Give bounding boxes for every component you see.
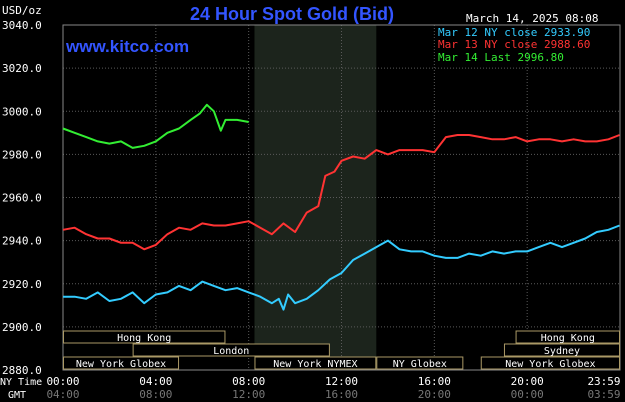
gmt-time-tick: 12:00 [232,388,265,401]
legend-item-mar13: Mar 13 NY close 2988.60 [438,38,590,51]
market-session-label: New York Globex [505,359,595,370]
market-session-label: New York NYMEX [273,359,357,370]
market-session-bar [503,343,621,357]
ny-time-tick: 08:00 [232,375,265,388]
chart-title: 24 Hour Spot Gold (Bid) [190,4,394,24]
y-tick-label: 3040.0 [2,19,42,32]
series-line-1 [63,224,620,311]
axis-layer: 3040.0 3020.0 3000.0 2980.0 2960.0 2940.0 2920… [2,19,621,401]
legend-item-mar12: Mar 12 NY close 2933.90 [438,26,590,39]
series-layer [62,103,620,311]
y-tick-label: 3020.0 [2,62,42,75]
ny-time-tick: 00:00 [46,375,79,388]
market-session-bar [254,356,377,370]
y-tick-label: 2920.0 [2,278,42,291]
plot-frame [62,24,621,371]
market-session-bar [480,356,620,370]
ny-time-tick: 20:00 [511,375,544,388]
market-session-label: New York Globex [76,359,166,370]
ny-time-label: NY Time [0,377,42,388]
gmt-time-tick: 20:00 [418,388,451,401]
market-session-bar [63,330,226,344]
gmt-time-tick: 03:59 [587,388,620,401]
grid-layer [62,24,621,371]
ny-time-tick: 23:59 [587,375,620,388]
market-session-bar [376,356,464,370]
y-tick-label: 3000.0 [2,105,42,118]
market-session-label: Sydney [544,346,580,357]
legend: Mar 12 NY close 2933.90 Mar 13 NY close … [438,26,590,64]
y-tick-label: 2940.0 [2,235,42,248]
ny-time-tick: 16:00 [418,375,451,388]
market-session-label: NY Globex [393,359,447,370]
market-session-bar [132,343,330,357]
date-stamp: March 14, 2025 08:08 [466,12,598,25]
site-watermark: www.kitco.com [65,37,189,56]
gmt-label: GMT [8,390,26,401]
gmt-time-tick: 16:00 [325,388,358,401]
y-unit-label: USD/oz [2,4,42,17]
legend-item-mar14: Mar 14 Last 2996.80 [438,51,564,64]
gmt-time-tick: 00:00 [511,388,544,401]
y-tick-label: 2960.0 [2,192,42,205]
market-session-bar [515,330,620,344]
gmt-time-tick: 08:00 [139,388,172,401]
market-session-label: Hong Kong [117,333,171,344]
y-tick-label: 2900.0 [2,321,42,334]
market-session-bar [63,356,180,370]
market-session-label: London [213,346,249,357]
ny-time-tick: 04:00 [139,375,172,388]
y-tick-label: 2880.0 [2,364,42,377]
series-line-2 [62,134,620,251]
series-line-3 [62,103,249,149]
gmt-time-tick: 04:00 [46,388,79,401]
y-tick-label: 2980.0 [2,148,42,161]
ny-time-tick: 12:00 [325,375,358,388]
markets-layer: Hong Kong Hong Kong London Sydney New York G… [63,330,621,370]
market-session-label: Hong Kong [541,333,595,344]
